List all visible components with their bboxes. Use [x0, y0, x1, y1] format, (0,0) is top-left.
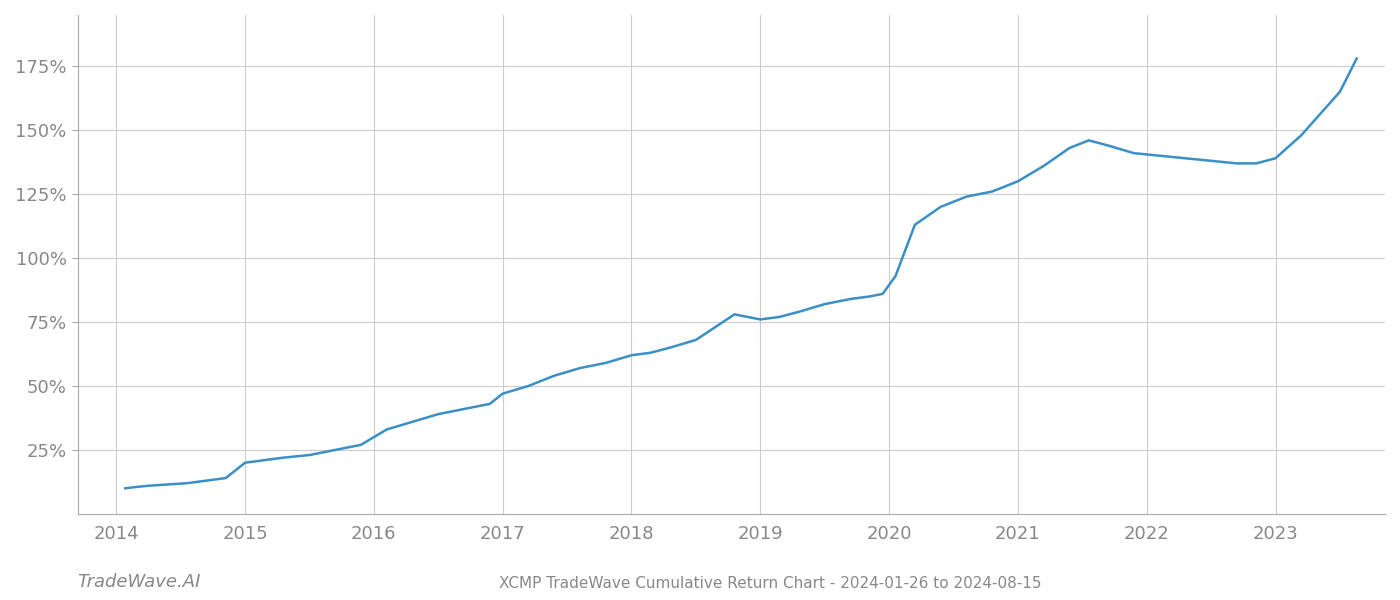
- Text: XCMP TradeWave Cumulative Return Chart - 2024-01-26 to 2024-08-15: XCMP TradeWave Cumulative Return Chart -…: [498, 576, 1042, 591]
- Text: TradeWave.AI: TradeWave.AI: [77, 573, 200, 591]
